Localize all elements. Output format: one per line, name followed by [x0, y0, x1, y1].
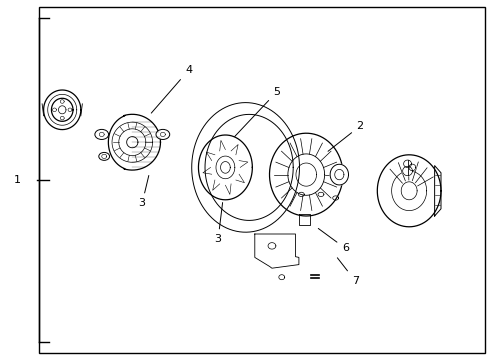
Polygon shape: [404, 160, 412, 167]
Polygon shape: [377, 155, 441, 227]
Text: 3: 3: [215, 203, 222, 244]
Text: 5: 5: [235, 87, 280, 136]
Text: 2: 2: [328, 121, 364, 151]
Polygon shape: [403, 166, 413, 176]
Polygon shape: [255, 234, 299, 268]
Ellipse shape: [156, 129, 170, 139]
Text: 1: 1: [14, 175, 21, 185]
Polygon shape: [330, 164, 348, 185]
Polygon shape: [435, 166, 441, 216]
Text: 6: 6: [318, 229, 349, 253]
Ellipse shape: [95, 129, 109, 139]
Polygon shape: [299, 214, 310, 225]
Polygon shape: [108, 114, 161, 170]
Text: 7: 7: [337, 258, 359, 286]
Text: 3: 3: [139, 175, 149, 208]
Ellipse shape: [99, 152, 110, 160]
Text: 4: 4: [151, 65, 192, 113]
Polygon shape: [270, 133, 343, 216]
Polygon shape: [198, 135, 252, 200]
Polygon shape: [409, 164, 416, 171]
